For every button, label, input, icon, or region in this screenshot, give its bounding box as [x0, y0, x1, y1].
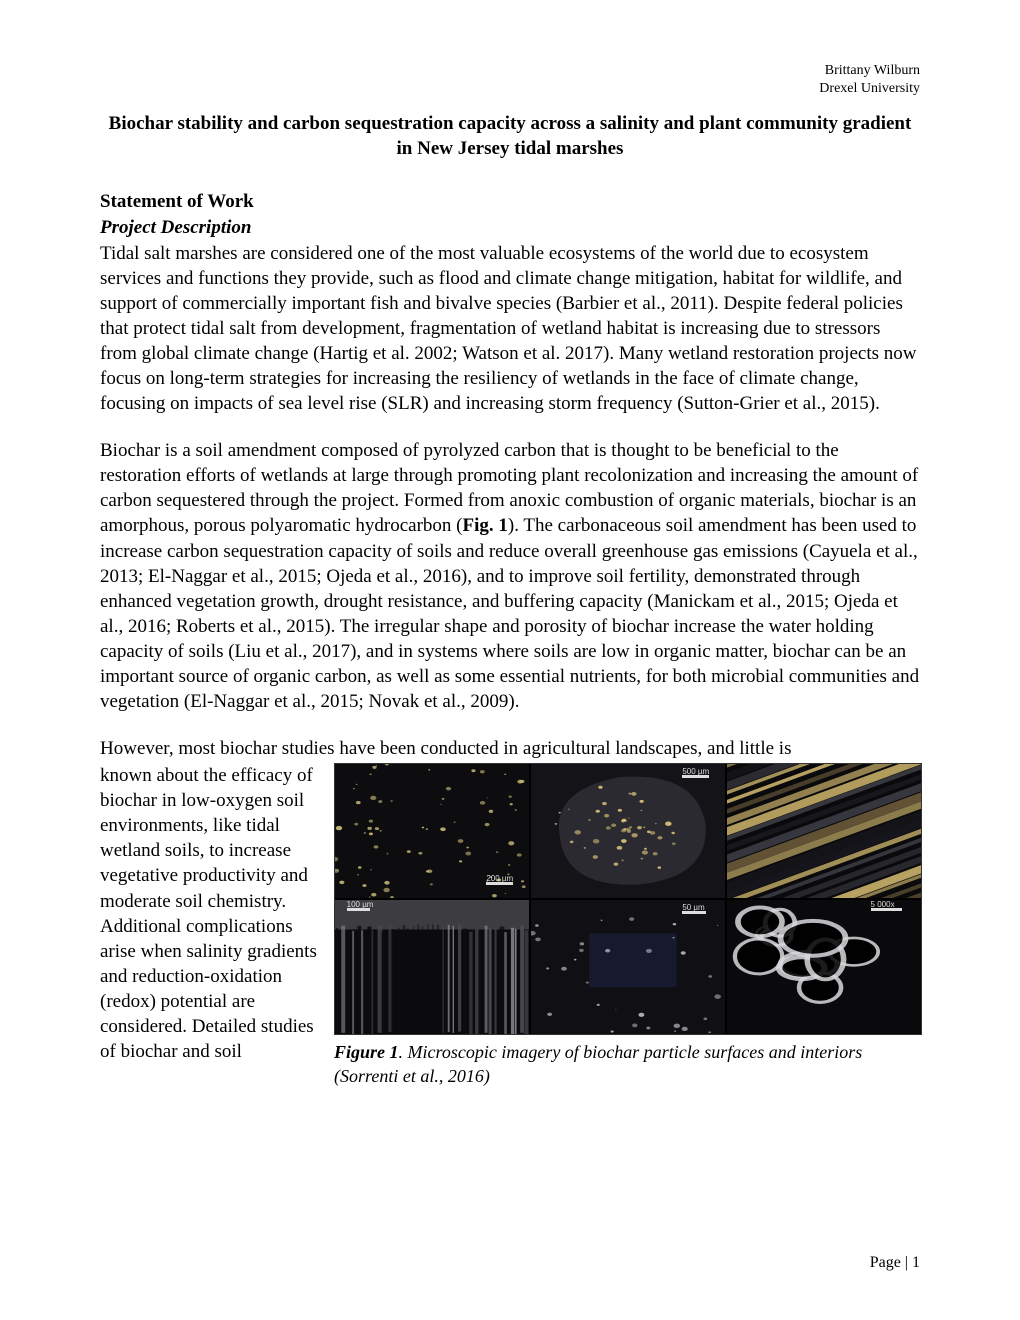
paragraph-3-wrapped-text: known about the efficacy of biochar in l… [100, 763, 320, 1064]
page-number: 1 [912, 1254, 920, 1271]
figure-1-caption-label: Figure 1 [334, 1042, 399, 1062]
author-affiliation: Drexel University [819, 80, 920, 98]
page: Brittany Wilburn Drexel University Bioch… [0, 0, 1020, 1320]
paragraph-2-post: ). The carbonaceous soil amendment has b… [100, 515, 919, 712]
page-label: Page | [870, 1254, 912, 1271]
figure-1-ref: Fig. 1 [463, 515, 508, 536]
document-title: Biochar stability and carbon sequestrati… [100, 112, 920, 161]
figure-1-grid: 200 µm 500 µm 100 µm 50 µm 5 000x [334, 763, 922, 1035]
heading-project-description: Project Description [100, 215, 920, 241]
scalebar-label: 50 µm [682, 903, 704, 912]
figure-1-caption-text: . Microscopic imagery of biochar particl… [334, 1042, 862, 1085]
page-footer: Page | 1 [870, 1254, 920, 1272]
figure-1-panel-d: 100 µm [335, 900, 529, 1034]
figure-1-panel-e: 50 µm [531, 900, 725, 1034]
figure-1: 200 µm 500 µm 100 µm 50 µm 5 000x Figure 1. … [334, 763, 920, 1088]
figure-1-panel-b: 500 µm [531, 764, 725, 898]
figure-1-panel-f: 5 000x [727, 900, 921, 1034]
paragraph-3-lead: However, most biochar studies have been … [100, 736, 920, 761]
figure-1-caption: Figure 1. Microscopic imagery of biochar… [334, 1041, 920, 1088]
scalebar-label: 100 µm [347, 900, 374, 909]
paragraph-3-wrap-row: known about the efficacy of biochar in l… [100, 763, 920, 1088]
paragraph-1: Tidal salt marshes are considered one of… [100, 241, 920, 417]
heading-statement-of-work: Statement of Work [100, 189, 920, 215]
header-block: Brittany Wilburn Drexel University [819, 62, 920, 97]
figure-1-panel-c [727, 764, 921, 898]
author-name: Brittany Wilburn [819, 62, 920, 80]
scalebar-label: 500 µm [682, 767, 709, 776]
scalebar-label: 5 000x [871, 900, 895, 909]
paragraph-2: Biochar is a soil amendment composed of … [100, 438, 920, 714]
scalebar-label: 200 µm [486, 874, 513, 883]
figure-1-panel-a: 200 µm [335, 764, 529, 898]
